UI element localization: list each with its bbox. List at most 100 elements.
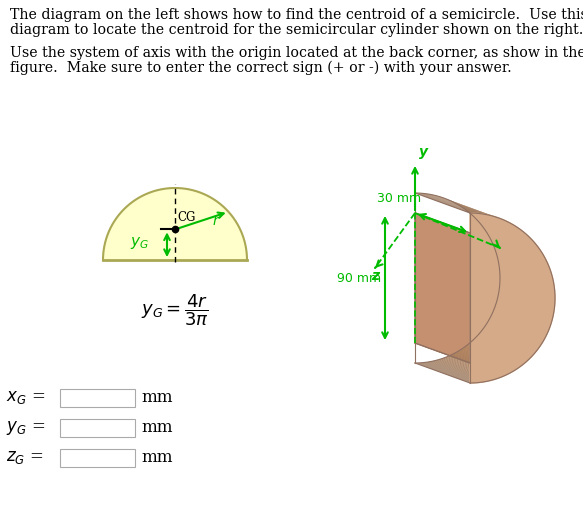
Polygon shape xyxy=(496,251,551,272)
Text: mm: mm xyxy=(141,420,173,437)
Polygon shape xyxy=(429,194,484,214)
Polygon shape xyxy=(500,276,555,297)
Polygon shape xyxy=(450,355,507,375)
Polygon shape xyxy=(469,213,525,233)
Polygon shape xyxy=(415,193,471,213)
Polygon shape xyxy=(463,347,519,368)
Polygon shape xyxy=(496,304,551,325)
Polygon shape xyxy=(493,244,549,266)
Polygon shape xyxy=(500,281,555,303)
Polygon shape xyxy=(464,209,520,229)
Text: Use the system of axis with the origin located at the back corner, as show in th: Use the system of axis with the origin l… xyxy=(10,46,583,60)
Polygon shape xyxy=(497,299,553,320)
Polygon shape xyxy=(416,193,473,213)
Polygon shape xyxy=(415,363,471,383)
Polygon shape xyxy=(459,205,516,227)
Polygon shape xyxy=(433,361,489,381)
Polygon shape xyxy=(430,362,486,382)
Polygon shape xyxy=(447,199,503,220)
Polygon shape xyxy=(490,239,546,260)
Polygon shape xyxy=(489,235,544,256)
Polygon shape xyxy=(417,193,474,213)
Text: mm: mm xyxy=(141,449,173,467)
Polygon shape xyxy=(449,200,505,221)
Polygon shape xyxy=(485,325,540,346)
Polygon shape xyxy=(454,202,510,223)
Polygon shape xyxy=(472,214,528,235)
Polygon shape xyxy=(500,271,555,292)
Polygon shape xyxy=(475,217,531,238)
Polygon shape xyxy=(499,267,554,288)
Polygon shape xyxy=(462,348,518,369)
Polygon shape xyxy=(498,296,553,317)
Polygon shape xyxy=(499,264,554,285)
Polygon shape xyxy=(498,261,554,282)
Polygon shape xyxy=(479,222,535,243)
Polygon shape xyxy=(478,221,534,242)
Text: figure.  Make sure to enter the correct sign (+ or -) with your answer.: figure. Make sure to enter the correct s… xyxy=(10,61,512,76)
Polygon shape xyxy=(481,331,536,352)
Polygon shape xyxy=(494,247,550,268)
Polygon shape xyxy=(491,314,547,335)
Polygon shape xyxy=(499,291,554,312)
Polygon shape xyxy=(456,204,512,224)
Polygon shape xyxy=(448,356,504,376)
Polygon shape xyxy=(415,213,470,363)
Polygon shape xyxy=(450,201,507,221)
Polygon shape xyxy=(468,211,524,232)
Polygon shape xyxy=(472,341,528,362)
Polygon shape xyxy=(492,242,547,263)
Polygon shape xyxy=(480,332,536,353)
Polygon shape xyxy=(497,300,552,321)
Bar xyxy=(60,419,135,437)
Polygon shape xyxy=(427,194,483,214)
Polygon shape xyxy=(463,208,519,229)
Polygon shape xyxy=(486,323,542,344)
Polygon shape xyxy=(490,316,546,337)
Polygon shape xyxy=(489,236,545,258)
Polygon shape xyxy=(490,238,545,259)
Text: mm: mm xyxy=(141,390,173,407)
Polygon shape xyxy=(420,193,477,213)
Polygon shape xyxy=(498,260,553,281)
Text: The diagram on the left shows how to find the centroid of a semicircle.  Use thi: The diagram on the left shows how to fin… xyxy=(10,8,583,22)
Polygon shape xyxy=(454,353,510,374)
Polygon shape xyxy=(495,250,550,271)
Polygon shape xyxy=(442,358,499,379)
Polygon shape xyxy=(434,195,490,215)
Polygon shape xyxy=(441,197,498,218)
Polygon shape xyxy=(466,210,522,231)
Polygon shape xyxy=(444,198,500,219)
Polygon shape xyxy=(490,317,545,338)
Polygon shape xyxy=(500,275,555,296)
Polygon shape xyxy=(437,360,494,380)
Polygon shape xyxy=(496,252,552,274)
Polygon shape xyxy=(493,310,549,331)
Text: x: x xyxy=(505,239,514,253)
Polygon shape xyxy=(451,354,508,375)
Polygon shape xyxy=(422,363,478,383)
Polygon shape xyxy=(498,294,554,315)
Polygon shape xyxy=(430,194,486,214)
Polygon shape xyxy=(465,210,521,230)
Text: $x_G$ =: $x_G$ = xyxy=(6,390,45,407)
Polygon shape xyxy=(494,246,549,267)
Polygon shape xyxy=(429,362,484,382)
Polygon shape xyxy=(499,288,554,309)
Polygon shape xyxy=(470,213,526,234)
Polygon shape xyxy=(488,321,543,342)
Polygon shape xyxy=(488,234,543,255)
Text: CG: CG xyxy=(177,211,195,224)
Polygon shape xyxy=(500,274,555,295)
Polygon shape xyxy=(445,357,501,378)
Polygon shape xyxy=(498,292,554,313)
Polygon shape xyxy=(451,201,508,222)
Polygon shape xyxy=(445,199,501,219)
Polygon shape xyxy=(484,326,540,347)
Polygon shape xyxy=(103,188,247,260)
Polygon shape xyxy=(464,346,520,367)
Polygon shape xyxy=(496,301,552,323)
Polygon shape xyxy=(486,324,541,345)
Text: $y_G$ =: $y_G$ = xyxy=(6,419,45,437)
Polygon shape xyxy=(500,280,555,301)
